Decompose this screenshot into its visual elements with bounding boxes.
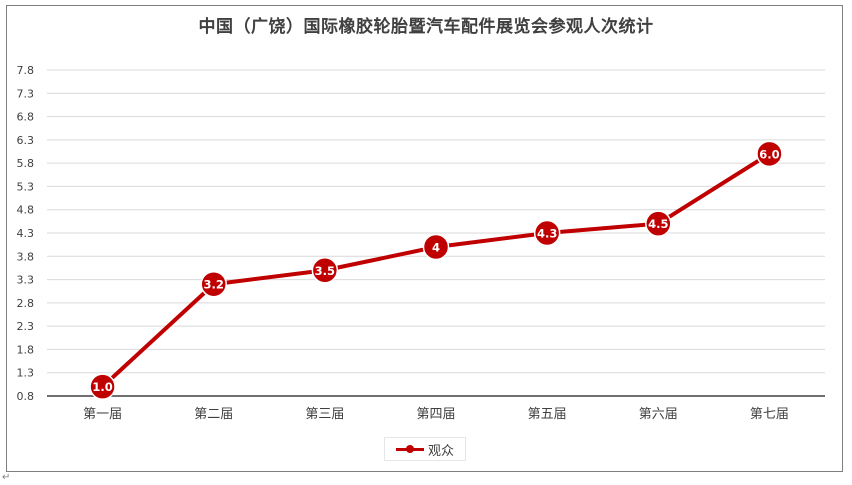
x-tick-label: 第三届: [305, 407, 344, 422]
y-tick-label: 6.8: [17, 111, 35, 124]
data-label: 6.0: [759, 147, 779, 161]
y-tick-label: 0.8: [17, 390, 35, 403]
legend-swatch-icon: [395, 444, 424, 454]
y-tick-label: 4.3: [17, 227, 35, 240]
data-label: 3.5: [315, 264, 335, 278]
data-label: 4.5: [648, 217, 668, 231]
chart-title: 中国（广饶）国际橡胶轮胎暨汽车配件展览会参观人次统计: [198, 17, 654, 37]
legend-label: 观众: [427, 443, 454, 459]
y-tick-label: 6.3: [17, 134, 35, 147]
y-tick-label: 7.8: [17, 64, 35, 77]
y-tick-label: 3.3: [17, 274, 35, 287]
data-label: 3.2: [204, 278, 224, 292]
y-tick-label: 1.8: [17, 343, 35, 356]
data-label: 4.3: [537, 227, 557, 241]
data-point: [200, 270, 227, 298]
y-tick-label: 7.3: [17, 87, 35, 100]
data-point: [645, 210, 672, 237]
x-tick-label: 第二届: [194, 407, 233, 422]
legend: 观众: [384, 437, 466, 461]
y-tick-label: 2.3: [17, 320, 35, 333]
y-tick-label: 2.8: [17, 297, 35, 310]
x-tick-label: 第四届: [416, 407, 455, 422]
x-tick-label: 第五届: [528, 407, 567, 422]
y-tick-label: 4.8: [17, 204, 35, 217]
chart-frame: [6, 5, 843, 472]
data-point: [311, 257, 339, 284]
paragraph-mark: ↵: [2, 472, 11, 483]
data-point: [422, 233, 450, 261]
x-tick-label: 第一届: [83, 407, 122, 422]
y-tick-label: 5.8: [17, 157, 35, 170]
data-point: [89, 373, 116, 400]
data-point: [756, 140, 783, 168]
series-line: [100, 151, 772, 389]
x-tick-label: 第六届: [639, 407, 678, 422]
y-tick-label: 1.3: [17, 367, 35, 380]
y-tick-label: 5.3: [17, 180, 35, 193]
x-tick-label: 第七届: [750, 407, 789, 422]
data-label: 1.0: [92, 380, 112, 394]
data-label: 4: [432, 240, 440, 254]
data-point: [533, 219, 561, 247]
y-tick-label: 3.8: [17, 250, 35, 263]
